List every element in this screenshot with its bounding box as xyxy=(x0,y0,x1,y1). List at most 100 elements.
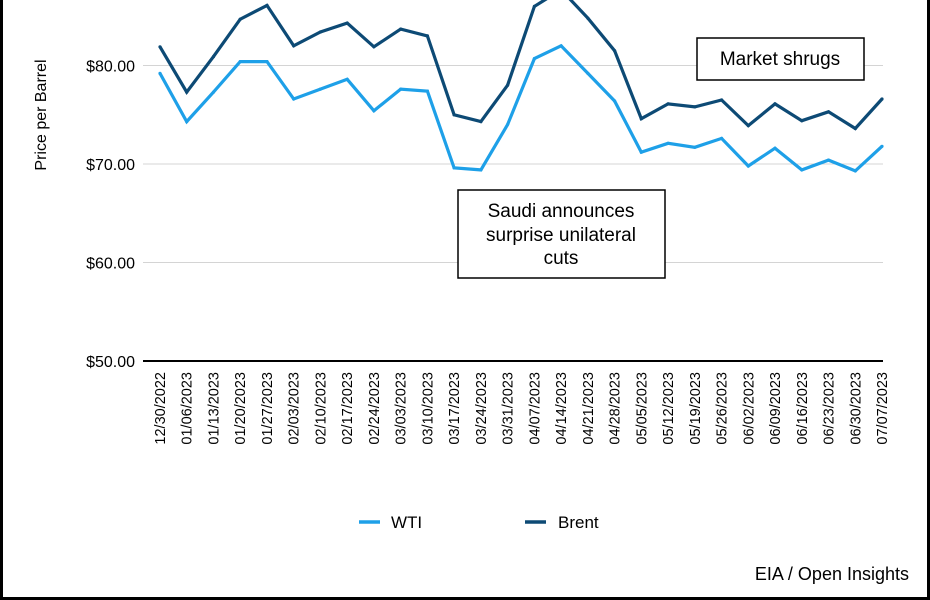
x-tick-label: 06/02/2023 xyxy=(741,372,757,445)
data-point-wti xyxy=(532,57,537,61)
x-tick-label: 07/07/2023 xyxy=(875,372,891,445)
line-chart: $50.00 $60.00 $70.00 $80.00 Price per Barre… xyxy=(33,0,909,584)
data-point-wti xyxy=(639,150,643,154)
data-point-wti xyxy=(452,166,456,170)
data-point-wti xyxy=(586,71,590,75)
data-point-wti xyxy=(880,144,884,148)
x-tick-label: 03/10/2023 xyxy=(420,372,436,445)
data-point-brent xyxy=(372,45,376,49)
legend-label-wti: WTI xyxy=(391,513,422,532)
data-point-brent xyxy=(853,126,857,131)
x-tick-label: 05/12/2023 xyxy=(661,372,677,445)
data-point-brent xyxy=(666,102,670,106)
x-tick-label: 06/16/2023 xyxy=(795,372,811,445)
data-point-brent xyxy=(532,4,537,8)
annotation-box xyxy=(457,189,666,279)
data-point-brent xyxy=(185,90,189,94)
series-line-brent xyxy=(158,0,884,131)
x-axis-ticks: 12/30/2022 01/06/2023 01/13/2023 01/20/2023… xyxy=(153,372,891,445)
data-point-wti xyxy=(826,158,831,162)
x-tick-label: 03/24/2023 xyxy=(474,372,490,445)
data-point-brent xyxy=(399,27,403,31)
data-point-brent xyxy=(479,120,483,124)
y-axis-label: Price per Barrel xyxy=(33,59,50,170)
x-tick-label: 05/19/2023 xyxy=(688,372,704,445)
data-point-wti xyxy=(720,136,724,140)
data-point-brent xyxy=(238,17,242,21)
x-tick-label: 01/06/2023 xyxy=(180,372,196,445)
data-point-brent xyxy=(211,55,216,59)
data-point-brent xyxy=(800,119,804,123)
data-point-wti xyxy=(613,99,617,103)
x-tick-label: 03/17/2023 xyxy=(447,372,463,445)
x-tick-label: 03/31/2023 xyxy=(501,372,517,445)
annotation-market-shrugs: Market shrugs xyxy=(696,37,865,81)
annotation-line-3: cuts xyxy=(544,248,579,269)
y-tick-label: $60.00 xyxy=(86,256,135,273)
legend: WTI Brent xyxy=(359,513,599,532)
data-point-wti xyxy=(238,60,242,64)
data-point-brent xyxy=(746,124,750,128)
annotation-line-1: Saudi announces xyxy=(488,201,635,222)
x-tick-label: 02/03/2023 xyxy=(287,372,303,445)
data-point-wti xyxy=(506,123,510,127)
data-point-wti xyxy=(559,44,563,48)
data-point-wti xyxy=(746,164,750,168)
data-point-brent xyxy=(452,113,456,117)
annotation-saudi-cuts: Saudi announces surprise unilateral cuts xyxy=(457,189,666,279)
data-point-wti xyxy=(265,60,269,64)
x-tick-label: 01/13/2023 xyxy=(206,372,222,445)
data-point-wti xyxy=(292,97,296,101)
series-line-wti xyxy=(158,43,884,173)
data-point-wti xyxy=(318,87,322,91)
data-point-wti xyxy=(158,71,162,75)
data-point-brent xyxy=(265,3,269,7)
x-tick-label: 06/09/2023 xyxy=(768,372,784,445)
x-tick-label: 01/20/2023 xyxy=(233,372,249,445)
data-point-wti xyxy=(853,169,857,173)
annotation-line-2: surprise unilateral xyxy=(486,225,636,246)
y-axis-ticks: $50.00 $60.00 $70.00 $80.00 xyxy=(86,59,135,372)
x-tick-label: 05/05/2023 xyxy=(634,372,650,445)
x-tick-label: 06/30/2023 xyxy=(848,372,864,445)
data-point-wti xyxy=(479,168,483,172)
x-tick-label: 04/14/2023 xyxy=(554,372,570,445)
x-tick-label: 04/28/2023 xyxy=(608,372,624,445)
data-point-brent xyxy=(720,98,724,102)
x-tick-label: 04/21/2023 xyxy=(581,372,597,445)
y-tick-label: $50.00 xyxy=(86,354,135,371)
data-point-wti xyxy=(372,109,376,113)
x-tick-label: 03/03/2023 xyxy=(394,372,410,445)
x-tick-label: 12/30/2022 xyxy=(153,372,169,445)
data-point-brent xyxy=(613,49,617,53)
data-point-wti xyxy=(666,141,670,145)
data-point-brent xyxy=(318,30,322,34)
source-credit: EIA / Open Insights xyxy=(755,564,909,584)
data-point-brent xyxy=(345,21,349,25)
data-point-brent xyxy=(425,34,429,38)
data-point-wti xyxy=(185,120,189,124)
x-tick-label: 06/23/2023 xyxy=(822,372,838,445)
data-point-brent xyxy=(880,97,884,101)
data-point-brent xyxy=(158,45,162,49)
data-point-brent xyxy=(639,117,643,121)
data-point-brent xyxy=(292,44,296,48)
annotation-text: Market shrugs xyxy=(720,49,840,70)
annotation-box xyxy=(696,37,865,81)
x-tick-label: 02/10/2023 xyxy=(313,372,329,445)
data-point-wti xyxy=(345,77,349,81)
data-point-brent xyxy=(586,16,590,20)
x-tick-label: 01/27/2023 xyxy=(260,372,276,445)
x-tick-label: 02/24/2023 xyxy=(367,372,383,445)
y-tick-label: $70.00 xyxy=(86,157,135,174)
data-point-wti xyxy=(773,146,777,150)
data-point-wti xyxy=(425,89,429,93)
y-tick-label: $80.00 xyxy=(86,59,135,76)
legend-label-brent: Brent xyxy=(558,513,599,532)
x-tick-label: 05/26/2023 xyxy=(715,372,731,445)
data-point-brent xyxy=(773,102,777,106)
series-layer xyxy=(158,0,884,173)
data-point-brent xyxy=(826,110,831,114)
data-point-wti xyxy=(800,168,804,172)
